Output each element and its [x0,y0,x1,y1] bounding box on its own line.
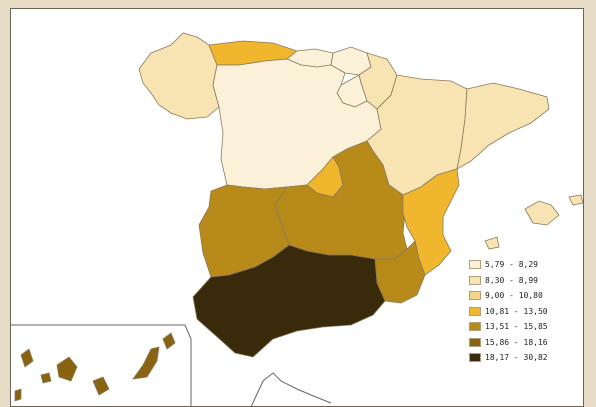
canary-island-2[interactable] [40,372,52,384]
legend-item: 18,17 - 30,82 [469,350,548,366]
legend-label: 15,86 - 18,16 [485,337,548,347]
canary-island-5[interactable] [132,346,160,380]
legend-swatch [469,337,481,347]
legend-swatch [469,353,481,363]
legend-label: 10,81 - 13,50 [485,306,548,316]
canary-island-7[interactable] [14,388,22,402]
canary-island-4[interactable] [92,376,110,396]
legend-item: 13,51 - 15,85 [469,319,548,335]
africa-coastline [250,372,332,406]
region-cataluna[interactable] [456,82,550,170]
map-legend: 5,79 - 8,29 8,30 - 8,99 9,00 - 10,80 10,… [469,257,548,366]
legend-label: 18,17 - 30,82 [485,353,548,363]
legend-item: 15,86 - 18,16 [469,335,548,351]
spain-map [11,32,583,406]
legend-swatch [469,260,481,270]
canary-island-3[interactable] [56,356,78,382]
legend-swatch [469,306,481,316]
region-baleares-ibiza[interactable] [484,236,500,250]
legend-label: 9,00 - 10,80 [485,291,543,301]
legend-swatch [469,291,481,301]
legend-swatch [469,322,481,332]
region-baleares-menorca[interactable] [568,194,583,206]
region-galicia[interactable] [138,32,220,120]
legend-item: 8,30 - 8,99 [469,273,548,289]
legend-item: 9,00 - 10,80 [469,288,548,304]
legend-label: 5,79 - 8,29 [485,260,538,270]
legend-label: 13,51 - 15,85 [485,322,548,332]
map-panel: 5,79 - 8,29 8,30 - 8,99 9,00 - 10,80 10,… [10,8,584,407]
legend-item: 10,81 - 13,50 [469,304,548,320]
legend-item: 5,79 - 8,29 [469,257,548,273]
canary-island-6[interactable] [162,332,176,350]
canary-inset-box [11,324,192,406]
canary-island-1[interactable] [20,348,34,368]
legend-label: 8,30 - 8,99 [485,275,538,285]
region-baleares-mallorca[interactable] [524,200,560,226]
legend-swatch [469,275,481,285]
region-andalucia[interactable] [192,244,386,358]
